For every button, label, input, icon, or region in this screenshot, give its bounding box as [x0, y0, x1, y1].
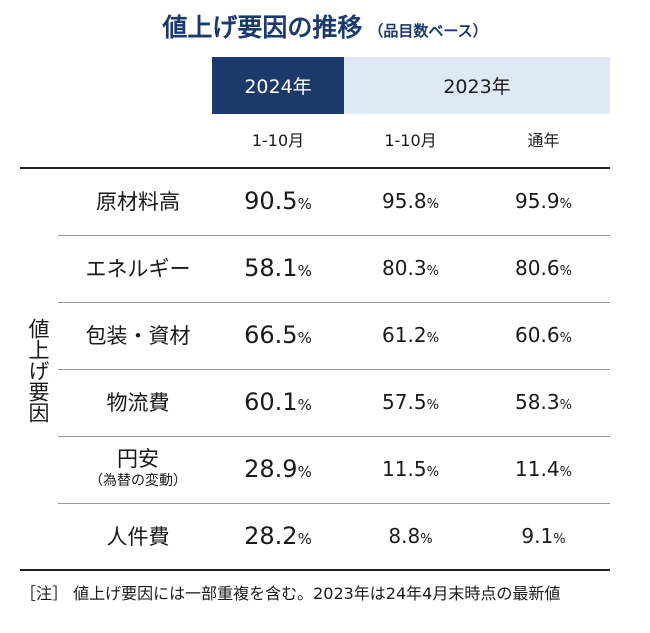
row-divider — [58, 369, 610, 370]
value-unit: % — [297, 328, 312, 347]
row-label-text: エネルギー — [85, 256, 191, 281]
value-cell: 60.6% — [477, 323, 610, 347]
value-unit: % — [559, 264, 572, 280]
value-number: 61.2 — [382, 323, 427, 348]
value-cell: 80.3% — [344, 256, 477, 280]
row-label: 円安 （為替の変動） — [58, 446, 218, 490]
value-unit: % — [426, 398, 439, 414]
value-cell: 28.9% — [212, 455, 344, 483]
value-cell: 8.8% — [344, 524, 477, 548]
row-label: 原材料高 — [58, 189, 218, 215]
value-number: 80.3 — [382, 256, 427, 281]
value-number: 60.1 — [244, 387, 298, 416]
row-divider — [58, 235, 610, 236]
row-label: エネルギー — [58, 256, 218, 282]
value-cell: 28.2% — [212, 522, 344, 550]
value-cell: 58.1% — [212, 254, 344, 282]
value-cell: 57.5% — [344, 390, 477, 414]
value-cell: 90.5% — [212, 187, 344, 215]
value-number: 8.8 — [388, 524, 421, 549]
chart-title: 値上げ要因の推移 （品目数ベース） — [0, 8, 650, 44]
value-unit: % — [420, 532, 433, 548]
value-unit: % — [559, 398, 572, 414]
value-cell: 11.4% — [477, 457, 610, 481]
row-group-label: 値上げ要因 — [26, 317, 50, 423]
value-unit: % — [559, 465, 572, 481]
value-number: 28.2 — [244, 521, 298, 550]
period-2023-full: 通年 — [527, 131, 560, 150]
value-unit: % — [297, 194, 312, 213]
row-label-text: 包装・資材 — [85, 323, 191, 348]
value-cell: 61.2% — [344, 323, 477, 347]
value-cell: 95.8% — [344, 189, 477, 213]
value-number: 80.6 — [515, 256, 560, 281]
row-label-text: 円安 — [117, 446, 159, 471]
value-unit: % — [297, 462, 312, 481]
header-2024: 2024年 — [212, 57, 344, 114]
row-label: 物流費 — [58, 390, 218, 416]
row-label-text: 人件費 — [106, 524, 170, 549]
value-number: 95.8 — [382, 189, 427, 214]
value-number: 58.3 — [515, 390, 560, 415]
header-2023: 2023年 — [344, 57, 610, 114]
value-unit: % — [297, 529, 312, 548]
row-divider — [58, 503, 610, 504]
value-number: 9.1 — [521, 524, 554, 549]
row-label-note: （為替の変動） — [89, 472, 187, 489]
value-cell: 95.9% — [477, 189, 610, 213]
value-unit: % — [297, 395, 312, 414]
value-number: 95.9 — [515, 189, 560, 214]
value-unit: % — [426, 197, 439, 213]
value-unit: % — [559, 197, 572, 213]
value-cell: 11.5% — [344, 457, 477, 481]
value-cell: 9.1% — [477, 524, 610, 548]
row-label: 人件費 — [58, 524, 218, 550]
value-unit: % — [297, 261, 312, 280]
value-number: 28.9 — [244, 454, 298, 483]
table-bottom-rule — [20, 569, 610, 571]
value-number: 90.5 — [244, 186, 298, 215]
value-unit: % — [559, 331, 572, 347]
value-number: 58.1 — [244, 253, 298, 282]
value-number: 60.6 — [515, 323, 560, 348]
value-unit: % — [426, 465, 439, 481]
value-unit: % — [426, 331, 439, 347]
row-label: 包装・資材 — [58, 323, 218, 349]
chart-title-sub: （品目数ベース） — [368, 22, 488, 40]
row-divider — [58, 302, 610, 303]
value-cell: 58.3% — [477, 390, 610, 414]
value-number: 57.5 — [382, 390, 427, 415]
value-number: 11.5 — [382, 457, 427, 482]
value-cell: 66.5% — [212, 321, 344, 349]
row-divider — [58, 436, 610, 437]
value-unit: % — [426, 264, 439, 280]
value-cell: 80.6% — [477, 256, 610, 280]
value-unit: % — [553, 532, 566, 548]
value-number: 66.5 — [244, 320, 298, 349]
row-label-text: 原材料高 — [96, 189, 180, 214]
value-number: 11.4 — [515, 457, 560, 482]
footnote: ［注］ 値上げ要因には一部重複を含む。2023年は24年4月末時点の最新値 — [20, 584, 561, 603]
period-2024: 1-10月 — [251, 131, 305, 150]
value-cell: 60.1% — [212, 388, 344, 416]
chart-title-main: 値上げ要因の推移 — [162, 13, 363, 42]
period-2023-partial: 1-10月 — [384, 131, 437, 150]
row-label-text: 物流費 — [106, 390, 170, 415]
table-top-rule — [20, 167, 610, 169]
